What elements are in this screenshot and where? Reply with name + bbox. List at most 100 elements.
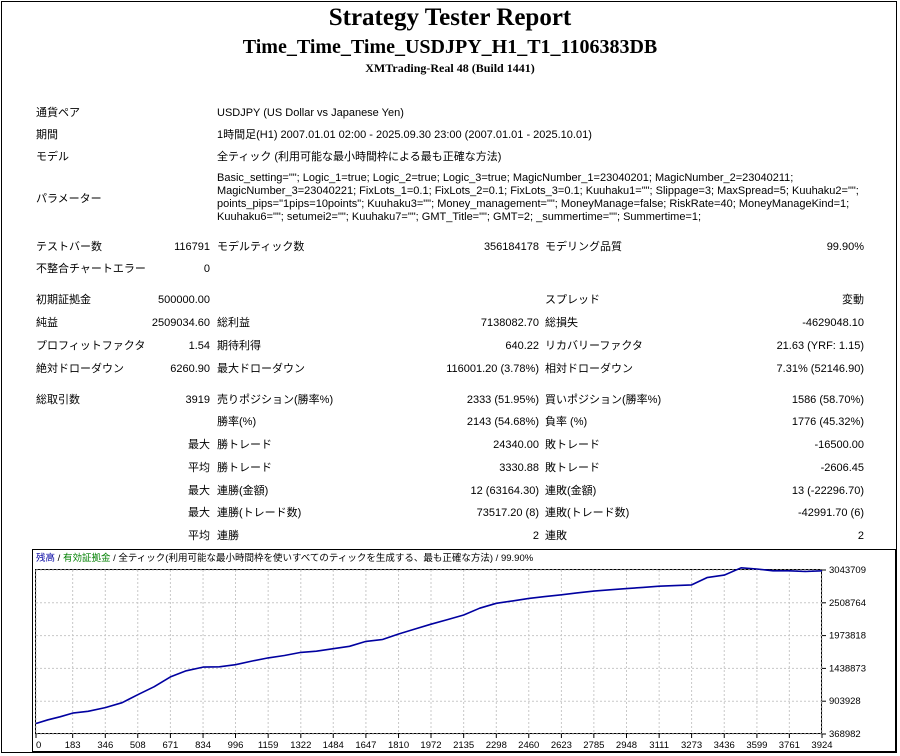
total-trades-label: 総取引数 <box>36 394 80 406</box>
consec-loss-trades-label: 連敗(トレード数) <box>545 507 630 519</box>
x-axis-ticks: 0 183 346 508 671 834 996 1159 1322 1484 1647 1810 1… <box>35 734 833 751</box>
legend-separator: / <box>493 553 501 564</box>
deposit-label: 初期証拠金 <box>36 294 91 306</box>
gross-loss-value: -4629048.10 <box>802 317 864 329</box>
net-profit-value: 2509034.60 <box>151 317 210 329</box>
consec-win-trades-label: 連勝(トレード数) <box>217 507 302 519</box>
bars-label: テストバー数 <box>36 241 102 253</box>
x-tick-label: 3761 <box>779 740 800 751</box>
ticks-value: 356184178 <box>483 241 539 253</box>
y-tick-label: 903928 <box>829 696 861 707</box>
y-tick-label: 1973818 <box>829 631 866 642</box>
abs-drawdown-value: 6260.90 <box>170 363 210 375</box>
expected-payoff-label: 期待利得 <box>217 340 261 352</box>
x-tick-label: 3599 <box>746 740 767 751</box>
avg-word: 平均 <box>188 462 210 474</box>
x-tick-label: 0 <box>36 740 41 751</box>
x-tick-label: 3924 <box>811 740 832 751</box>
recovery-factor-value: 21.63 (YRF: 1.15) <box>776 340 864 352</box>
spread-value: 変動 <box>842 294 864 306</box>
x-tick-label: 2623 <box>551 740 572 751</box>
report-subtitle: Time_Time_Time_USDJPY_H1_T1_1106383DB <box>242 36 658 58</box>
x-tick-label: 834 <box>195 740 211 751</box>
y-tick-label: 3043709 <box>829 565 866 576</box>
x-tick-label: 996 <box>228 740 244 751</box>
params-line: Kuuhaku6=""; setumei2=""; Kuuhaku7=""; G… <box>217 211 702 223</box>
max-word: 最大 <box>188 485 210 497</box>
consec-loss-trades-value: -42991.70 (6) <box>797 507 864 519</box>
legend-balance: 残高 <box>36 553 56 564</box>
avg-win-value: 3330.88 <box>499 462 539 474</box>
recovery-factor-label: リカバリーファクタ <box>545 340 643 352</box>
x-tick-label: 508 <box>130 740 146 751</box>
avg-consec-win-value: 2 <box>532 530 539 542</box>
balance-chart: 3043709 2508764 1973818 1438873 903928 368982… <box>32 549 896 752</box>
y-tick-label: 368982 <box>829 729 861 740</box>
ticks-label: モデルティック数 <box>217 241 305 253</box>
legend-quality: 99.90% <box>500 553 534 564</box>
params-line: Basic_setting=""; Logic_1=true; Logic_2=… <box>217 172 794 184</box>
pair-label: 通貨ペア <box>36 107 80 119</box>
x-tick-label: 1159 <box>258 740 278 751</box>
quality-value: 99.90% <box>826 241 864 253</box>
x-tick-label: 1647 <box>355 740 376 751</box>
max-loss-value: -16500.00 <box>814 439 864 451</box>
x-tick-label: 3111 <box>649 740 669 751</box>
gross-profit-label: 総利益 <box>217 317 250 329</box>
quality-label: モデリング品質 <box>545 241 622 253</box>
chart-grid <box>35 569 823 735</box>
avg-word: 平均 <box>188 530 210 542</box>
model-label: モデル <box>36 151 69 163</box>
net-profit-label: 純益 <box>36 317 58 329</box>
server-name: XMTrading-Real 48 (Build 1441) <box>365 61 535 75</box>
x-tick-label: 1972 <box>420 740 441 751</box>
total-trades-value: 3919 <box>185 394 210 406</box>
legend-model: 全ティック(利用可能な最小時間枠を使いすべてのティックを生成する、最も正確な方法… <box>118 553 494 564</box>
consec-win-trades-value: 73517.20 (8) <box>476 507 539 519</box>
y-axis-ticks: 3043709 2508764 1973818 1438873 903928 368982 <box>822 565 866 740</box>
params-line: points_pips="1pips=10points"; Kuuhaku3="… <box>217 198 850 210</box>
max-loss-label: 敗トレード <box>545 439 600 451</box>
long-positions-label: 買いポジション(勝率%) <box>545 394 662 406</box>
x-tick-label: 671 <box>162 740 178 751</box>
max-drawdown-value: 116001.20 (3.78%) <box>446 363 539 375</box>
avg-loss-label: 敗トレード <box>545 462 600 474</box>
x-tick-label: 1484 <box>323 740 344 751</box>
avg-win-label: 勝トレード <box>217 462 272 474</box>
abs-drawdown-label: 絶対ドローダウン <box>36 363 124 375</box>
legend-separator: / <box>110 553 119 564</box>
bars-value: 116791 <box>174 241 210 253</box>
legend-equity: 有効証拠金 <box>62 553 111 564</box>
y-tick-label: 1438873 <box>829 663 866 674</box>
y-tick-label: 2508764 <box>829 598 866 609</box>
consec-loss-money-value: 13 (-22296.70) <box>791 485 864 497</box>
x-tick-label: 1810 <box>388 740 409 751</box>
x-tick-label: 1322 <box>290 740 311 751</box>
rel-drawdown-label: 相対ドローダウン <box>545 363 633 375</box>
params-value: Basic_setting=""; Logic_1=true; Logic_2=… <box>217 172 859 224</box>
period-value: 1時間足(H1) 2007.01.01 02:00 - 2025.09.30 2… <box>217 129 592 141</box>
win-rate-label: 勝率(%) <box>217 416 257 428</box>
period-label: 期間 <box>36 129 58 141</box>
profit-factor-label: プロフィットファクタ <box>36 340 146 352</box>
consec-win-money-label: 連勝(金額) <box>217 485 269 497</box>
x-tick-label: 2135 <box>453 740 474 751</box>
expected-payoff-value: 640.22 <box>505 340 539 352</box>
consec-loss-money-label: 連敗(金額) <box>545 485 597 497</box>
chart-legend: 残高 / 有効証拠金 / 全ティック(利用可能な最小時間枠を使いすべてのティック… <box>36 553 533 564</box>
loss-rate-value: 1776 (45.32%) <box>791 416 864 428</box>
rel-drawdown-value: 7.31% (52146.90) <box>776 363 864 375</box>
x-tick-label: 3273 <box>681 740 702 751</box>
avg-consec-win-label: 連勝 <box>217 530 239 542</box>
model-value: 全ティック (利用可能な最小時間枠による最も正確な方法) <box>217 151 502 163</box>
avg-consec-loss-label: 連敗 <box>545 530 567 542</box>
consec-win-money-value: 12 (63164.30) <box>470 485 540 497</box>
win-rate-value: 2143 (54.68%) <box>466 416 539 428</box>
x-tick-label: 183 <box>65 740 81 751</box>
max-win-value: 24340.00 <box>493 439 539 451</box>
x-tick-label: 2948 <box>616 740 637 751</box>
pair-value: USDJPY (US Dollar vs Japanese Yen) <box>217 107 404 119</box>
x-tick-label: 2785 <box>583 740 604 751</box>
x-tick-label: 346 <box>97 740 113 751</box>
